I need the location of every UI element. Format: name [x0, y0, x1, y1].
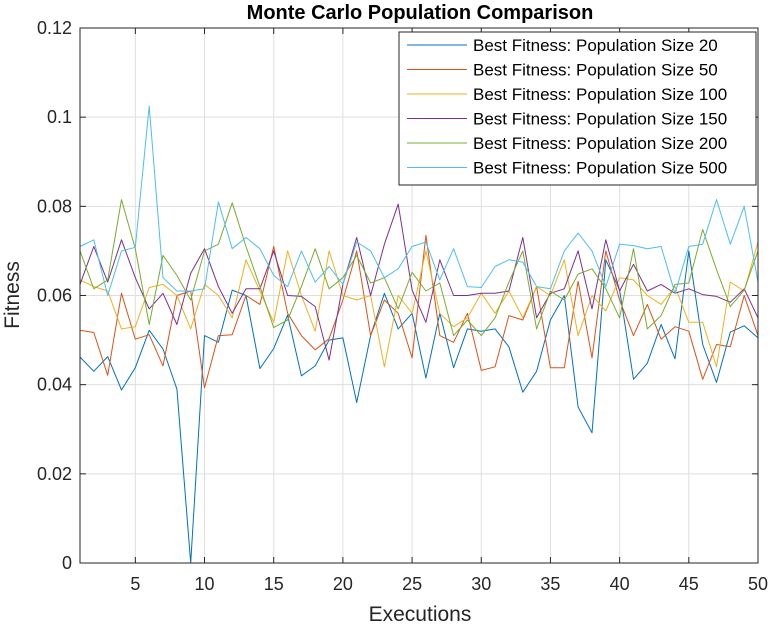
x-tick-label: 30 [471, 574, 491, 594]
legend-entry-label: Best Fitness: Population Size 50 [473, 61, 718, 80]
y-tick-label: 0.1 [47, 107, 72, 127]
legend: Best Fitness: Population Size 20 Best Fit… [398, 31, 757, 186]
x-tick-label: 20 [333, 574, 353, 594]
series-line-4 [79, 203, 759, 361]
y-axis-label: Fitness [1, 261, 24, 329]
legend-entry-label: Best Fitness: Population Size 20 [473, 36, 718, 55]
legend-entry-label: Best Fitness: Population Size 150 [473, 110, 727, 129]
y-tick-label: 0.02 [37, 464, 72, 484]
x-tick-label: 25 [402, 574, 422, 594]
x-tick-label: 15 [264, 574, 284, 594]
y-tick-label: 0.08 [37, 196, 72, 216]
x-axis-label: Executions [369, 603, 472, 626]
x-tick-label: 45 [679, 574, 699, 594]
x-tick-label: 40 [610, 574, 630, 594]
x-tick-label: 50 [748, 574, 768, 594]
y-tick-label: 0 [62, 553, 72, 573]
y-tick-label: 0.04 [37, 375, 72, 395]
legend-entry-label: Best Fitness: Population Size 200 [473, 134, 727, 153]
legend-entry-label: Best Fitness: Population Size 500 [473, 159, 727, 178]
chart-title: Monte Carlo Population Comparison [247, 2, 594, 24]
y-tick-label: 0.12 [37, 18, 72, 38]
y-axis-ticks: 0 0.02 0.04 0.06 0.08 0.1 0.12 [37, 18, 758, 573]
series-line-5 [79, 199, 759, 337]
x-axis-ticks: 5 10 15 20 25 30 35 40 45 50 [130, 28, 768, 594]
legend-box [398, 31, 757, 186]
series-line-2 [79, 234, 759, 389]
series-line-6 [79, 105, 759, 296]
series-group [79, 105, 759, 564]
series-line-1 [79, 250, 759, 564]
x-tick-label: 10 [195, 574, 215, 594]
y-tick-label: 0.06 [37, 286, 72, 306]
x-tick-label: 35 [540, 574, 560, 594]
x-tick-label: 5 [130, 574, 140, 594]
legend-entry-label: Best Fitness: Population Size 100 [473, 85, 727, 104]
